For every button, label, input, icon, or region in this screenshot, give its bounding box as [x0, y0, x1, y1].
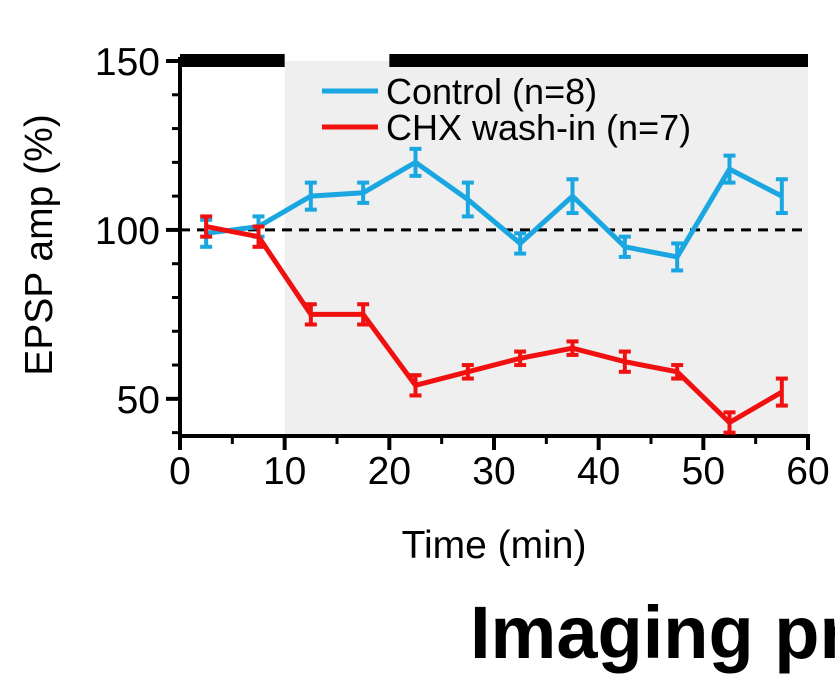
x-tick-label: 20 [368, 450, 411, 493]
y-tick-label: 50 [117, 379, 160, 422]
data-point [671, 241, 684, 273]
drug-bar-layer [180, 54, 808, 67]
shaded-region-layer [284, 61, 809, 436]
x-tick-label: 30 [472, 450, 515, 493]
series-2 [200, 214, 788, 435]
data-point [514, 231, 527, 256]
y-tick-label: 150 [95, 41, 160, 84]
legend-entry-2: CHX wash-in (n=7) [322, 107, 691, 148]
data-point [618, 234, 631, 259]
data-point [723, 410, 736, 435]
y-tick-label: 100 [95, 210, 160, 253]
data-point [252, 224, 265, 249]
shaded-region [284, 61, 809, 436]
data-point [304, 180, 317, 212]
series-1 [200, 146, 788, 273]
data-point [566, 177, 579, 216]
series-layer [200, 146, 788, 435]
data-point [461, 363, 474, 381]
data-point [357, 180, 370, 205]
condition-bar-1 [180, 54, 285, 67]
series-line [205, 224, 784, 426]
data-point [671, 363, 684, 381]
data-point [723, 153, 736, 185]
series-line [205, 159, 783, 260]
legend-entry-1: Control (n=8) [322, 71, 597, 112]
data-point [200, 214, 213, 239]
data-point [409, 373, 422, 398]
data-point [514, 349, 527, 368]
legend: Control (n=8)CHX wash-in (n=7) [322, 71, 691, 148]
data-point [304, 302, 317, 327]
data-point [566, 339, 579, 357]
x-tick-label: 60 [786, 450, 829, 493]
axes: 50 100 150 0 10 20 30 40 50 60 [95, 41, 830, 493]
x-tick-label: 40 [577, 450, 620, 493]
legend-label: CHX wash-in (n=7) [386, 107, 691, 148]
legend-label: Control (n=8) [386, 71, 597, 112]
data-point [775, 177, 788, 216]
data-point [461, 180, 474, 219]
data-point [357, 302, 370, 327]
x-tick-label: 0 [169, 450, 191, 493]
x-tick-label: 50 [682, 450, 725, 493]
x-tick-label: 10 [263, 450, 306, 493]
data-point [618, 349, 631, 374]
y-axis-label: EPSP amp (%) [18, 114, 61, 376]
figure-caption: Imaging pr [470, 591, 835, 674]
condition-bar-2 [389, 54, 808, 67]
data-point [409, 146, 422, 178]
x-axis-label: Time (min) [402, 524, 587, 567]
data-point [775, 376, 788, 408]
